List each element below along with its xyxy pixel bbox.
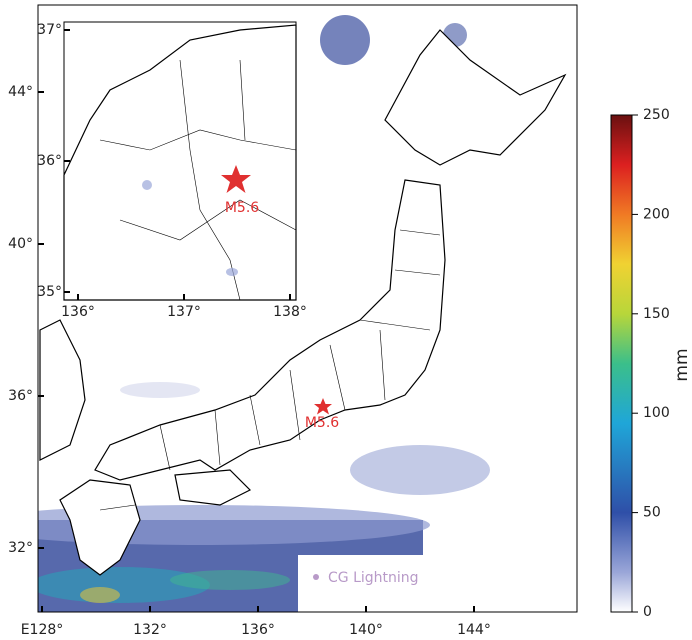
inset-lat-label: 36° [37, 153, 62, 169]
colorbar-tick-label: 200 [643, 206, 670, 222]
inset-lat-label: 37° [37, 22, 62, 38]
coastlines [39, 29, 567, 576]
inset-epicenter-label: M5.6 [225, 200, 259, 216]
lat-label: 44° [8, 84, 33, 100]
inset-epicenter-star [221, 165, 251, 193]
inset-lon-label: 136° [61, 304, 95, 320]
epicenter-star [314, 398, 332, 415]
colorbar-label: mm [672, 348, 692, 381]
legend-label: CG Lightning [328, 570, 419, 586]
colorbar [610, 114, 633, 613]
lat-label: 40° [8, 236, 33, 252]
lon-label: 136° [241, 622, 275, 638]
lat-label: 36° [8, 388, 33, 404]
inset-map: M5.6 [63, 21, 297, 301]
colorbar-tick-label: 150 [643, 306, 670, 322]
lat-label: 32° [8, 540, 33, 556]
lon-label: 144° [457, 622, 491, 638]
colorbar-tick-label: 250 [643, 107, 670, 123]
colorbar-tick-label: 50 [643, 505, 661, 521]
inset-lat-label: 35° [37, 284, 62, 300]
colorbar-tick-label: 0 [643, 604, 652, 620]
lon-label: E128° [21, 622, 64, 638]
legend-marker [313, 574, 319, 580]
colorbar-tick-label: 100 [643, 405, 670, 421]
prefecture-borders [99, 229, 441, 511]
main-map: M5.6 CG Lightning [38, 5, 577, 612]
lon-label: 132° [133, 622, 167, 638]
main-frame [37, 4, 578, 613]
inset-lon-label: 137° [167, 304, 201, 320]
inset-lon-label: 138° [273, 304, 307, 320]
lon-label: 140° [349, 622, 383, 638]
epicenter-label: M5.6 [305, 415, 339, 431]
